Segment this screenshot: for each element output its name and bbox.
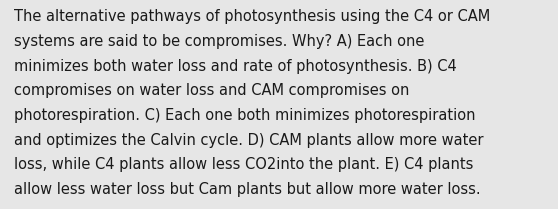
Text: The alternative pathways of photosynthesis using the C4 or CAM: The alternative pathways of photosynthes… (14, 9, 490, 24)
Text: and optimizes the Calvin cycle. D) CAM plants allow more water: and optimizes the Calvin cycle. D) CAM p… (14, 133, 483, 148)
Text: loss, while C4 plants allow less CO2into the plant. E) C4 plants: loss, while C4 plants allow less CO2into… (14, 157, 473, 172)
Text: photorespiration. C) Each one both minimizes photorespiration: photorespiration. C) Each one both minim… (14, 108, 475, 123)
Text: allow less water loss but Cam plants but allow more water loss.: allow less water loss but Cam plants but… (14, 182, 480, 197)
Text: minimizes both water loss and rate of photosynthesis. B) C4: minimizes both water loss and rate of ph… (14, 59, 456, 74)
Text: compromises on water loss and CAM compromises on: compromises on water loss and CAM compro… (14, 83, 410, 98)
Text: systems are said to be compromises. Why? A) Each one: systems are said to be compromises. Why?… (14, 34, 424, 49)
